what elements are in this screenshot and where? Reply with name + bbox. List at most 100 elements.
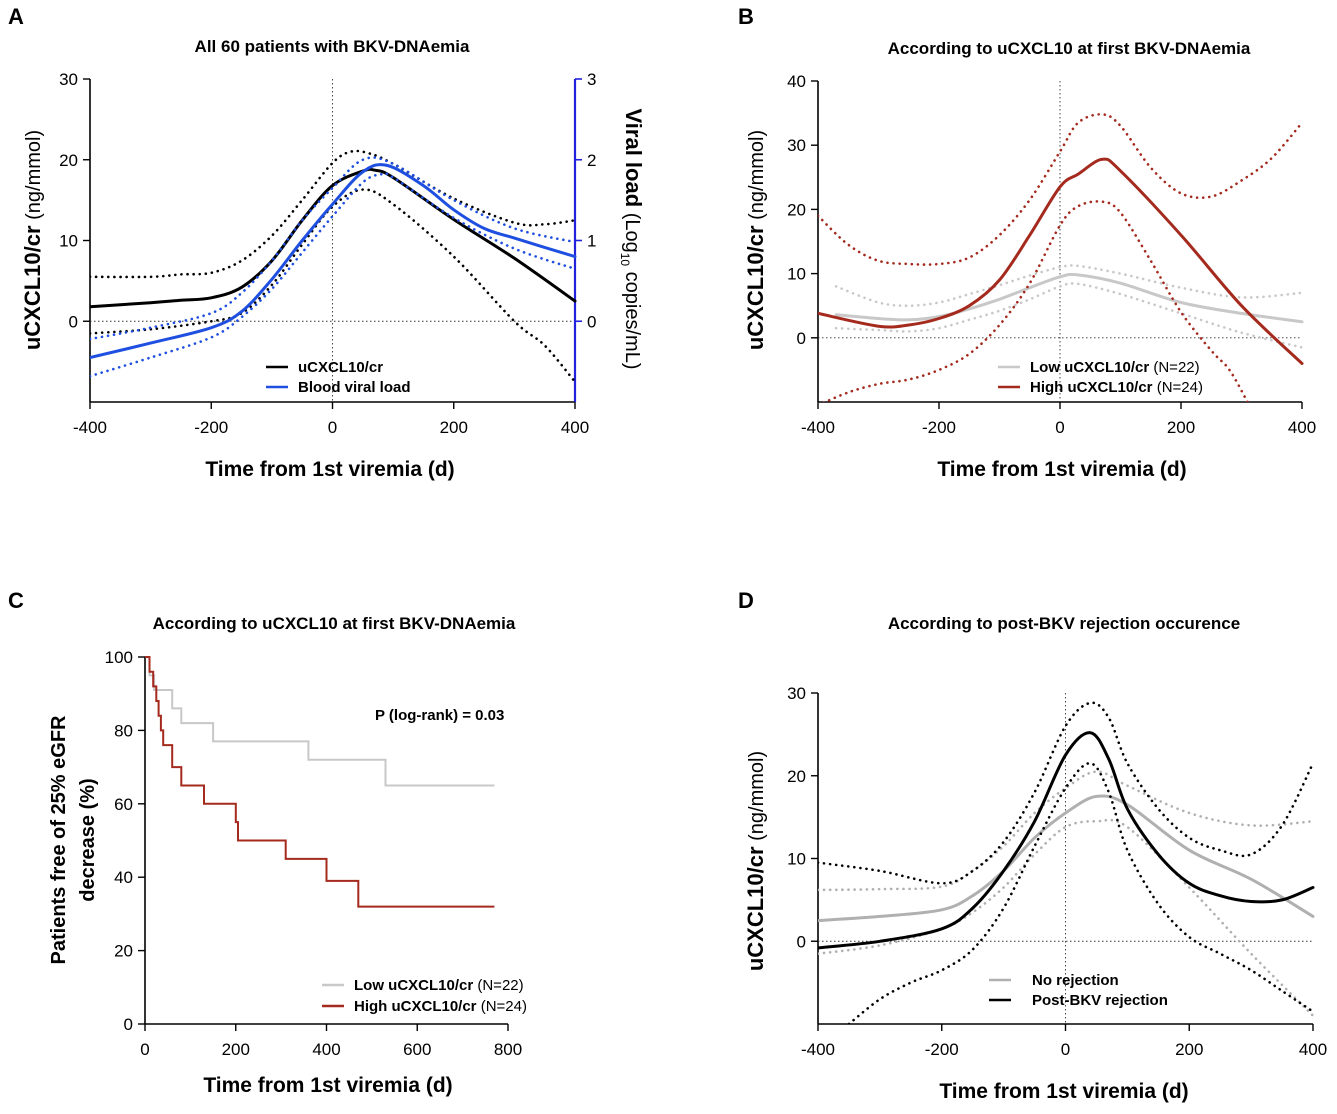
x-tick-label: -400 (801, 1040, 835, 1059)
y-tick-label: 30 (787, 136, 806, 155)
y-axis-label-main: uCXCL10/cr (20, 225, 45, 350)
y-tick-label: 10 (59, 232, 78, 251)
y2-axis-label-unit-pre: (Log (621, 207, 643, 253)
y-tick-label: 30 (787, 684, 806, 703)
y-axis-label-unit: (ng/mmol) (23, 130, 45, 226)
x-tick-label: 0 (140, 1040, 149, 1059)
series-line-post-bkv-rejection (818, 731, 1315, 950)
chart-title: All 60 patients with BKV-DNAemia (195, 37, 470, 56)
x-axis-label: Time from 1st viremia (d) (939, 1080, 1188, 1103)
ci-line-viral-load-upper-95-ci (90, 156, 577, 341)
y-tick-label: 0 (69, 312, 78, 331)
y-axis-label-main: uCXCL10/cr (743, 225, 768, 350)
x-axis-label: Time from 1st viremia (d) (203, 1074, 452, 1097)
ci-line-low-upper-95-ci (834, 264, 1304, 307)
y-tick-label: 0 (797, 932, 806, 951)
x-tick-label: 400 (1288, 418, 1316, 437)
panel-letter: C (8, 588, 24, 613)
y-axis-label: uCXCL10/cr (ng/mmol) (743, 130, 768, 350)
panel-c: C According to uCXCL10 at first BKV-DNAem… (8, 588, 527, 1097)
chart-title: According to uCXCL10 at first BKV-DNAemi… (888, 39, 1251, 58)
ci-line-post-bkv-upper-95-ci (818, 701, 1315, 885)
series-line-no-rejection (818, 794, 1315, 923)
ci-line-viral-load-lower-95-ci (90, 171, 577, 378)
y-tick-label: 20 (59, 151, 78, 170)
y2-tick-label: 0 (587, 312, 596, 331)
x-tick-label: 800 (494, 1040, 522, 1059)
y-axis-label-unit: (ng/mmol) (746, 130, 768, 226)
ci-line-post-bkv-lower-95-ci (847, 762, 1315, 1024)
y-tick-label: 0 (124, 1015, 133, 1034)
x-tick-label: 0 (1061, 1040, 1070, 1059)
log-rank-p-value: P (log-rank) = 0.03 (375, 707, 504, 724)
x-axis-label: Time from 1st viremia (d) (205, 458, 454, 481)
km-curve-high-ucxcl10-cr (145, 656, 495, 908)
legend-label-high-n: (N=24) (477, 998, 527, 1015)
y2-axis-label-unit-post: copies/mL) (621, 266, 643, 369)
y-axis-label: uCXCL10/cr (ng/mmol) (20, 130, 45, 350)
x-tick-label: 200 (1175, 1040, 1203, 1059)
x-tick-label: -200 (194, 418, 228, 437)
y-axis-label-unit: (ng/mmol) (746, 751, 768, 847)
y-tick-label: 10 (787, 265, 806, 284)
y-axis-label-line1: Patients free of 25% eGFR (48, 715, 70, 965)
y-tick-label: 20 (787, 200, 806, 219)
y-axis-label: uCXCL10/cr (ng/mmol) (743, 751, 768, 971)
y-tick-label: 20 (114, 942, 133, 961)
ci-line-ucxcl10-cr-lower-95-ci (90, 188, 577, 384)
x-tick-label: 400 (312, 1040, 340, 1059)
x-tick-label: -200 (925, 1040, 959, 1059)
legend-label-low-name: Low uCXCL10/cr (1030, 359, 1149, 376)
legend-label-low: Low uCXCL10/cr (N=22) (1030, 359, 1200, 376)
legend-label-viral-load: Blood viral load (298, 379, 411, 396)
x-tick-label: -400 (73, 418, 107, 437)
x-tick-label: 600 (403, 1040, 431, 1059)
series-line-ucxcl10-cr (90, 167, 577, 309)
ci-line-high-lower-95-ci (822, 200, 1249, 402)
ci-line-low-lower-95-ci (834, 282, 1304, 349)
series-line-low-ucxcl10-cr (834, 272, 1304, 324)
x-tick-label: 200 (222, 1040, 250, 1059)
y2-tick-label: 1 (587, 232, 596, 251)
series-line-high-ucxcl10-cr (818, 157, 1304, 365)
x-tick-label: 400 (561, 418, 589, 437)
y2-tick-label: 3 (587, 70, 596, 89)
ci-line-ucxcl10-cr-upper-95-ci (90, 149, 577, 279)
panel-letter: D (738, 588, 754, 613)
ci-line-no-rejection-lower-95-ci (818, 818, 1315, 1017)
chart-title: According to post-BKV rejection occurenc… (888, 614, 1240, 633)
legend-label-high: High uCXCL10/cr (N=24) (1030, 379, 1203, 396)
y-axis-label-main: uCXCL10/cr (743, 846, 768, 971)
y-tick-label: 100 (105, 648, 133, 667)
y2-axis-label-main: Viral load (621, 109, 646, 208)
y-tick-label: 60 (114, 795, 133, 814)
x-tick-label: 400 (1299, 1040, 1327, 1059)
legend-label-low-name: Low uCXCL10/cr (354, 977, 473, 994)
y-axis-label-line2: decrease (%) (77, 778, 99, 901)
ci-line-high-upper-95-ci (818, 113, 1304, 266)
x-tick-label: 0 (328, 418, 337, 437)
legend-label-low-n: (N=22) (1149, 359, 1199, 376)
y-tick-label: 10 (787, 850, 806, 869)
legend-label-high-n: (N=24) (1153, 379, 1203, 396)
x-axis-label: Time from 1st viremia (d) (937, 458, 1186, 481)
legend-label-low-n: (N=22) (473, 977, 523, 994)
y-tick-label: 40 (787, 72, 806, 91)
panel-d: D According to post-BKV rejection occuren… (738, 588, 1327, 1103)
y-tick-label: 0 (797, 329, 806, 348)
y-tick-label: 40 (114, 868, 133, 887)
y2-axis-label-unit-sub: 10 (618, 253, 632, 267)
panel-b: B According to uCXCL10 at first BKV-DNAem… (738, 4, 1316, 481)
y-tick-label: 30 (59, 70, 78, 89)
legend-label-high: High uCXCL10/cr (N=24) (354, 998, 527, 1015)
y-tick-label: 80 (114, 721, 133, 740)
y2-axis-label: Viral load (Log10 copies/mL) (618, 109, 646, 370)
series-line-blood-viral-load (90, 163, 577, 360)
y-tick-label: 20 (787, 767, 806, 786)
legend-label-high-name: High uCXCL10/cr (354, 998, 477, 1015)
x-tick-label: 200 (440, 418, 468, 437)
legend-label-ucxcl10: uCXCL10/cr (298, 359, 383, 376)
chart-title: According to uCXCL10 at first BKV-DNAemi… (153, 614, 516, 633)
